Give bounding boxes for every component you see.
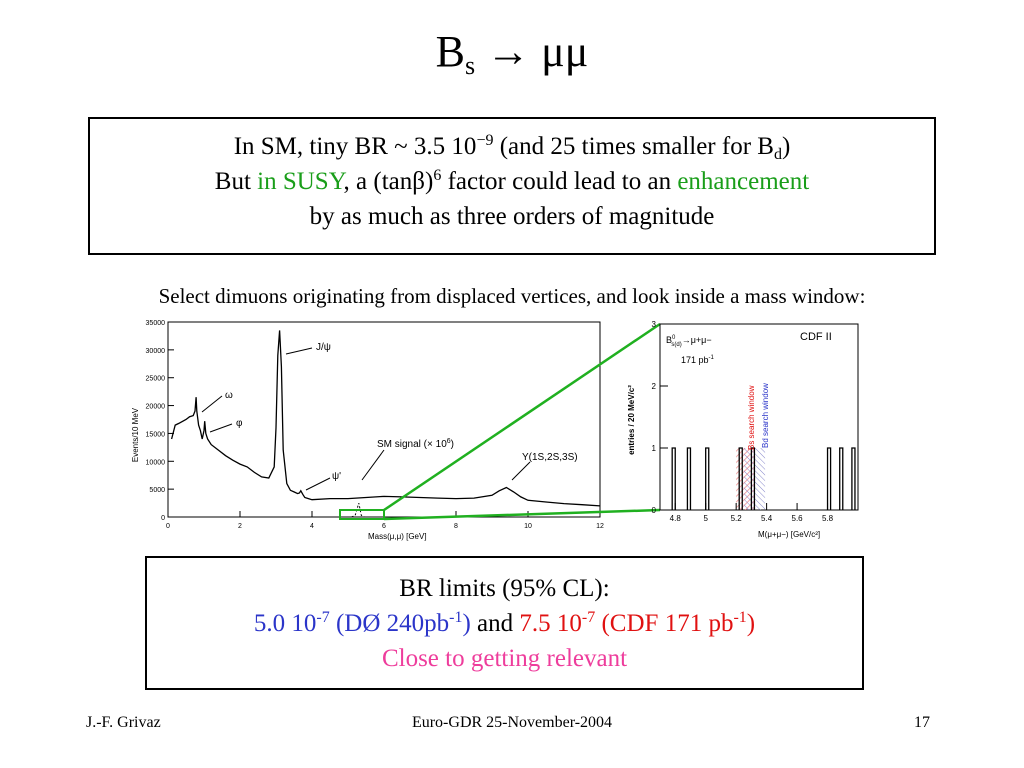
right-xtick-label: 5 <box>703 514 708 523</box>
box2-line1: BR limits (95% CL): <box>399 575 610 602</box>
enhancement-text: enhancement <box>677 168 810 195</box>
jpsi-label: J/ψ <box>316 342 331 353</box>
decay-legend: B0 s(d)→μ+μ− <box>666 335 712 348</box>
zoom-line-bottom <box>383 508 661 521</box>
left-xlabel: Mass(μ,μ) [GeV] <box>368 532 427 541</box>
omega-label: ω <box>225 390 233 401</box>
left-ytick-label: 15000 <box>146 431 166 438</box>
left-plot-frame <box>167 321 601 518</box>
candidate-bar <box>851 447 856 510</box>
right-xlabel: M(μ+μ−) [GeV/c²] <box>758 530 820 539</box>
bs-window-label: Bs search window <box>747 385 756 450</box>
left-xtick-label: 10 <box>524 523 532 530</box>
candidate-bar <box>705 447 710 510</box>
box1-line3: by as much as three orders of magnitude <box>309 203 715 230</box>
candidate-bar <box>839 447 844 510</box>
sm-br-box: In SM, tiny BR ~ 3.5 10−9 (and 25 times … <box>88 117 936 255</box>
right-ytick-label: 3 <box>652 320 657 329</box>
left-xtick-label: 0 <box>166 523 170 530</box>
box1-line1: In SM, tiny BR ~ 3.5 10−9 (and 25 times … <box>233 132 791 163</box>
left-ytick-label: 35000 <box>146 320 166 327</box>
cdf-limit: 7.5 10-7 (CDF 171 pb-1) <box>519 609 756 638</box>
luminosity-label: 171 pb-1 <box>681 355 715 365</box>
figures: 0 5000 10000 15000 20000 25000 30000 35000 0 2 4 6… <box>131 320 859 541</box>
left-ytick-label: 25000 <box>146 376 166 383</box>
slide-title: Bs → μμ <box>435 27 589 80</box>
right-ytick-label: 1 <box>652 444 657 453</box>
box1-line2: But in SUSY, a (tanβ)6 factor could lead… <box>214 167 810 196</box>
left-xtick-label: 4 <box>310 523 314 530</box>
candidate-bar <box>738 447 743 510</box>
footer-page-number: 17 <box>914 714 930 731</box>
right-xtick-label: 5.2 <box>731 514 743 523</box>
footer-conference: Euro-GDR 25-November-2004 <box>411 714 613 731</box>
right-ylabel: entries / 20 MeV/c² <box>627 385 636 455</box>
footer-author: J.-F. Grivaz <box>86 714 161 731</box>
box2-line3: Close to getting relevant <box>381 645 628 672</box>
left-ytick-label: 30000 <box>146 348 166 355</box>
left-ytick-label: 0 <box>161 515 165 522</box>
left-ytick-label: 10000 <box>146 459 166 466</box>
left-ytick-label: 20000 <box>146 404 166 411</box>
box2-line2: 5.0 10-7 (DØ 240pb-1) and 7.5 10-7 (CDF … <box>253 609 756 638</box>
upsilon-label: Y(1S,2S,3S) <box>522 452 578 463</box>
left-ytick-label: 5000 <box>149 487 165 494</box>
zoom-line-top <box>383 322 661 512</box>
right-ytick-label: 2 <box>652 382 657 391</box>
dimuon-mass-plot: 0 5000 10000 15000 20000 25000 30000 35000 0 2 4 6… <box>131 320 604 541</box>
right-xtick-label: 4.8 <box>670 514 682 523</box>
experiment-label: CDF II <box>800 331 832 343</box>
candidate-bar <box>826 447 832 510</box>
left-xtick-label: 2 <box>238 523 242 530</box>
candidate-bar <box>750 447 756 510</box>
mass-window-box <box>339 509 385 520</box>
left-xtick-label: 8 <box>454 523 458 530</box>
cdf-mass-plot: 0 1 2 3 4.8 5 5.2 5.4 5.6 5.8 entries / 20 MeV/c… <box>627 320 859 539</box>
candidate-bar <box>686 447 692 510</box>
psi-prime-label: ψ' <box>332 471 341 482</box>
left-xtick-label: 12 <box>596 523 604 530</box>
right-xtick-label: 5.4 <box>761 514 773 523</box>
sm-signal-curve <box>351 502 365 518</box>
sm-signal-label: SM signal (× 106) <box>377 438 454 450</box>
selection-text: Select dimuons originating from displace… <box>158 284 866 308</box>
dimuon-spectrum-line <box>170 330 601 507</box>
right-ytick-label: 0 <box>652 506 657 515</box>
left-xtick-label: 6 <box>382 523 386 530</box>
br-limits-box: BR limits (95% CL): 5.0 10-7 (DØ 240pb-1… <box>145 556 864 690</box>
left-ylabel: Events/10 MeV <box>131 407 140 462</box>
right-xtick-label: 5.8 <box>822 514 834 523</box>
d0-limit: 5.0 10-7 (DØ 240pb-1) <box>253 609 471 638</box>
right-xtick-label: 5.6 <box>792 514 804 523</box>
candidate-bar <box>671 447 676 510</box>
bd-window-label: Bd search window <box>761 383 770 448</box>
in-susy-text: in SUSY <box>257 168 344 195</box>
phi-label: φ <box>236 418 243 429</box>
